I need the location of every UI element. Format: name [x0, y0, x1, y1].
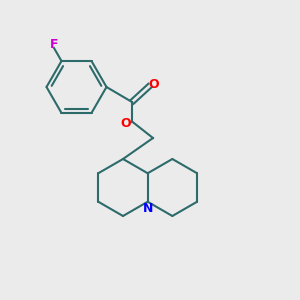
- Text: O: O: [120, 116, 131, 130]
- Text: F: F: [50, 38, 58, 51]
- Text: O: O: [148, 77, 159, 91]
- Text: N: N: [143, 202, 154, 215]
